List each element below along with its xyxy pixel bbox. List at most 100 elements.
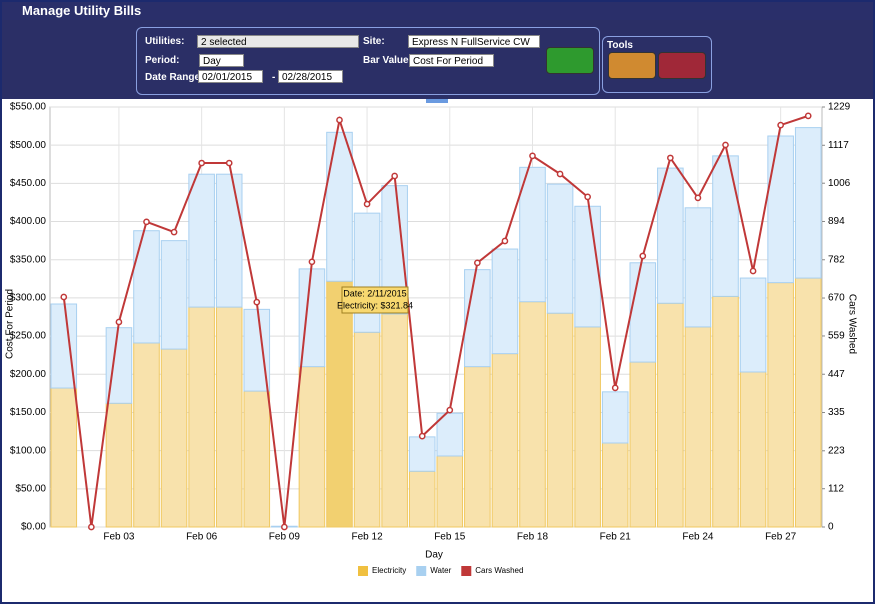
x-tick-label: Feb 12	[352, 532, 384, 543]
x-tick-label: Feb 27	[765, 532, 797, 543]
end-date[interactable]: 02/28/2015	[278, 70, 343, 83]
bar	[436, 412, 464, 457]
back-button[interactable]	[658, 52, 706, 79]
y-tick-label: $100.00	[10, 445, 47, 456]
y-tick-label: $550.00	[10, 102, 47, 113]
bar	[408, 436, 436, 472]
point	[611, 384, 619, 392]
point	[722, 141, 729, 149]
utilities-select[interactable]: 2 selected	[197, 35, 359, 48]
x-axis-label: Day	[425, 550, 443, 561]
point	[749, 267, 757, 275]
point	[639, 252, 647, 260]
y2-tick-label: 559	[828, 331, 845, 342]
tools-title: Tools	[607, 40, 633, 51]
point	[446, 406, 454, 414]
point	[198, 159, 205, 167]
y2-tick-label: 782	[828, 254, 845, 265]
bar	[353, 212, 381, 333]
y-tick-label: $250.00	[10, 331, 47, 342]
point	[336, 116, 343, 124]
y2-tick-label: 1006	[828, 178, 851, 189]
x-tick-label: Feb 15	[434, 532, 466, 543]
bar	[629, 361, 657, 528]
y-tick-label: $50.00	[15, 483, 46, 494]
bar	[491, 248, 519, 355]
bar	[215, 173, 243, 308]
bar	[326, 280, 353, 528]
window-title: Manage Utility Bills	[22, 3, 142, 18]
legend-swatch	[358, 566, 368, 576]
y2-tick-label: 0	[828, 522, 834, 533]
y-axis-label: Cost For Period	[5, 289, 16, 359]
bar	[519, 166, 546, 303]
tooltip-text: Electricity: $321.84	[337, 300, 413, 310]
bar	[712, 155, 739, 297]
bar	[353, 331, 381, 528]
label: Date Range:	[145, 72, 204, 83]
y-tick-label: $300.00	[10, 293, 47, 304]
bar	[546, 183, 574, 314]
period-select[interactable]: Day	[199, 54, 244, 67]
tools-box	[602, 36, 712, 93]
label: Bar Value:	[363, 55, 412, 66]
point	[308, 258, 316, 266]
y2-tick-label: 112	[828, 483, 844, 494]
bar	[684, 207, 712, 328]
collapse-tab	[426, 98, 448, 103]
site-select[interactable]: Express N FullService CW	[408, 35, 540, 48]
bar	[298, 366, 326, 528]
bar	[464, 269, 491, 368]
bar	[574, 326, 601, 528]
point	[170, 228, 178, 236]
line	[62, 114, 809, 528]
bar	[188, 173, 215, 308]
bar	[629, 262, 657, 363]
point	[777, 121, 784, 129]
bar	[133, 342, 160, 528]
bar	[491, 353, 519, 528]
y2-tick-label: 894	[828, 216, 845, 227]
filter-box	[136, 27, 600, 95]
start-date[interactable]: 02/01/2015	[198, 70, 263, 83]
point	[60, 293, 68, 301]
y2-tick-label: 447	[828, 369, 845, 380]
legend-swatch	[461, 566, 472, 576]
tooltip-box	[341, 286, 409, 314]
point	[391, 172, 398, 180]
bar	[767, 282, 794, 528]
point	[501, 237, 509, 245]
bar	[767, 135, 794, 284]
search-button[interactable]	[546, 47, 594, 74]
bar	[436, 455, 464, 528]
point	[529, 152, 536, 160]
bar-value-select[interactable]: Cost For Period	[409, 54, 494, 67]
bar	[188, 306, 215, 528]
filter-panel: Utilities: 2 selected Period: Day Date R…	[2, 20, 873, 99]
label: Site:	[363, 36, 385, 47]
point	[363, 200, 371, 208]
bar	[794, 127, 822, 279]
bar	[601, 442, 629, 528]
point	[143, 218, 150, 226]
bar	[739, 277, 767, 373]
bar	[546, 312, 574, 528]
y2-tick-label: 1229	[828, 102, 851, 113]
point	[115, 318, 123, 326]
bar	[215, 306, 243, 528]
x-tick-label: Feb 24	[682, 532, 714, 543]
bar	[739, 371, 767, 528]
bar	[243, 390, 271, 528]
bar	[574, 205, 601, 328]
x-tick-label: Feb 09	[269, 532, 301, 543]
bar	[657, 302, 684, 528]
y-tick-label: $450.00	[10, 178, 47, 189]
bar	[519, 301, 546, 528]
label: Period:	[145, 55, 180, 66]
y-tick-label: $400.00	[10, 216, 47, 227]
legend-label: Electricity	[372, 566, 406, 575]
print-button[interactable]	[608, 52, 656, 79]
y2-axis-label: Cars Washed	[846, 294, 857, 354]
bar	[105, 402, 133, 528]
